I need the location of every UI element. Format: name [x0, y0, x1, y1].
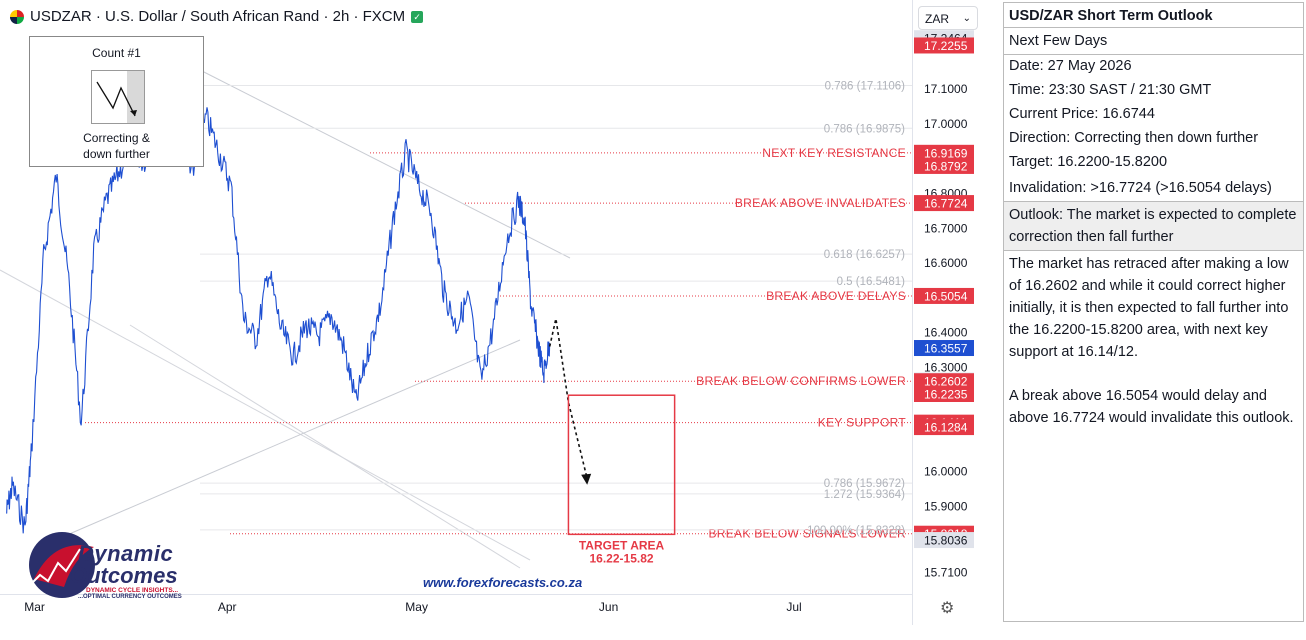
price-tag-label: 16.3557	[924, 342, 968, 356]
price-tag-label: 16.7724	[924, 197, 968, 211]
price-tag	[914, 532, 974, 549]
x-tick-label: Jun	[598, 600, 619, 614]
price-series-line	[6, 107, 551, 534]
price-tag	[914, 37, 974, 54]
dynamic-outcomes-logo: Dynamic Outcomes DYNAMIC CYCLE INSIGHTS.…	[24, 527, 204, 603]
market-open-icon: ✓	[411, 10, 424, 23]
key-level-label: BREAK BELOW CONFIRMS LOWER	[696, 374, 906, 388]
price-tag	[914, 195, 974, 212]
settings-gear-icon[interactable]: ⚙	[940, 600, 955, 617]
target-area-label-2: 16.22-15.82	[590, 551, 654, 565]
price-tag-label: 16.2235	[924, 388, 968, 402]
price-chart[interactable]: NEXT KEY RESISTANCE BREAK ABOVE INVALIDAT…	[0, 0, 985, 625]
price-tag-label: 16.9169	[924, 146, 968, 160]
count-box-caption-2: down further	[83, 147, 150, 161]
logo-tagline-1: DYNAMIC CYCLE INSIGHTS...	[86, 587, 179, 594]
price-tag	[914, 386, 974, 402]
wave-pattern-icon	[91, 70, 145, 124]
price-tag	[914, 144, 974, 161]
fib-level-label: 0.786 (17.1106)	[825, 80, 906, 92]
outlook-time: Time: 23:30 SAST / 21:30 GMT	[1009, 82, 1212, 98]
target-area-label-1: TARGET AREA	[579, 538, 665, 552]
fib-level-label: 0.5 (16.5481)	[837, 276, 906, 288]
count-box-caption-1: Correcting &	[83, 131, 150, 145]
price-tag-label: 17.2255	[924, 39, 968, 53]
fib-level-label: 0.786 (16.9875)	[824, 123, 905, 135]
price-tag-label: 16.1284	[924, 421, 968, 435]
fib-level-label: 1.272 (15.9364)	[824, 489, 905, 501]
website-link[interactable]: www.forexforecasts.co.za	[423, 575, 583, 590]
y-tick-label: 15.7100	[924, 566, 968, 580]
channel-lower-line-2	[129, 324, 521, 569]
price-tag-label: 15.8036	[924, 534, 968, 548]
key-level-label: NEXT KEY RESISTANCE	[762, 146, 906, 160]
outlook-date: Date: 27 May 2026	[1009, 58, 1132, 74]
logo-globe-icon	[27, 532, 95, 598]
chart-panel[interactable]: NEXT KEY RESISTANCE BREAK ABOVE INVALIDAT…	[0, 0, 985, 625]
key-level-label: BREAK ABOVE INVALIDATES	[735, 196, 906, 210]
count-box-title: Count #1	[92, 46, 141, 60]
price-tag	[914, 157, 974, 174]
outlook-body-p1: The market has retraced after making a l…	[1009, 256, 1289, 360]
logo-line-2: Outcomes	[70, 563, 178, 588]
outlook-summary: Outlook: The market is expected to compl…	[1004, 202, 1303, 251]
key-level-label: BREAK ABOVE DELAYS	[766, 289, 906, 303]
y-tick-label: 16.0000	[924, 465, 968, 479]
price-tag-label: 16.5054	[924, 289, 968, 303]
outlook-title: USD/ZAR Short Term Outlook	[1004, 3, 1303, 28]
x-tick-label: Apr	[217, 600, 237, 614]
fib-level-label: 100.00% (15.8328)	[807, 525, 905, 537]
outlook-panel: USD/ZAR Short Term Outlook Next Few Days…	[1003, 2, 1304, 622]
count-box: Count #1 Correcting & down further	[29, 36, 204, 167]
channel-upper-line	[199, 69, 571, 259]
y-tick-label: 16.7000	[924, 221, 968, 235]
symbol-flag-icon	[10, 9, 24, 24]
channel-trend-line	[59, 339, 521, 539]
y-tick-label: 16.4000	[924, 326, 968, 340]
price-tag-label: 16.2602	[924, 375, 968, 389]
currency-select-value: ZAR	[925, 12, 949, 26]
price-tag	[914, 419, 974, 436]
y-tick-label: 15.9000	[924, 500, 968, 514]
price-tag	[914, 287, 974, 304]
outlook-target: Target: 16.2200-15.8200	[1009, 154, 1168, 170]
outlook-body-p2: A break above 16.5054 would delay and ab…	[1009, 388, 1294, 426]
outlook-body: The market has retraced after making a l…	[1004, 251, 1303, 453]
key-level-label: KEY SUPPORT	[818, 416, 907, 430]
y-tick-label: 17.0000	[924, 117, 968, 131]
y-tick-label: 16.6000	[924, 256, 968, 270]
logo-tagline-2: ...OPTIMAL CURRENCY OUTCOMES	[78, 594, 182, 600]
channel-lower-line-1	[0, 269, 531, 561]
outlook-invalidation: Invalidation: >16.7724 (>16.5054 delays)	[1004, 175, 1303, 202]
projection-arrow-head	[581, 473, 592, 485]
price-tag	[914, 373, 974, 390]
logo-line-1: Dynamic	[78, 541, 174, 566]
fib-level-label: 0.786 (15.9672)	[824, 478, 905, 490]
projection-path	[548, 318, 588, 479]
chevron-down-icon: ⌄	[962, 13, 971, 24]
price-tag	[914, 340, 974, 357]
currency-select[interactable]: ZAR ⌄	[918, 6, 978, 30]
y-tick-label: 16.3000	[924, 360, 968, 374]
chart-title: USDZAR · U.S. Dollar / South African Ran…	[30, 8, 406, 25]
outlook-direction: Direction: Correcting then down further	[1009, 130, 1259, 146]
outlook-subtitle: Next Few Days	[1004, 28, 1303, 55]
price-tag-label: 16.8792	[924, 159, 968, 173]
x-tick-label: Jul	[786, 600, 802, 614]
count-box-caption: Correcting & down further	[30, 130, 203, 162]
chart-header: USDZAR · U.S. Dollar / South African Ran…	[10, 8, 424, 25]
x-tick-label: Mar	[24, 600, 45, 614]
target-area-box	[567, 394, 676, 536]
outlook-current-price: Current Price: 16.6744	[1009, 106, 1155, 122]
y-tick-label: 17.1000	[924, 82, 968, 96]
fib-level-label: 0.618 (16.6257)	[824, 249, 905, 261]
x-tick-label: May	[405, 600, 428, 614]
